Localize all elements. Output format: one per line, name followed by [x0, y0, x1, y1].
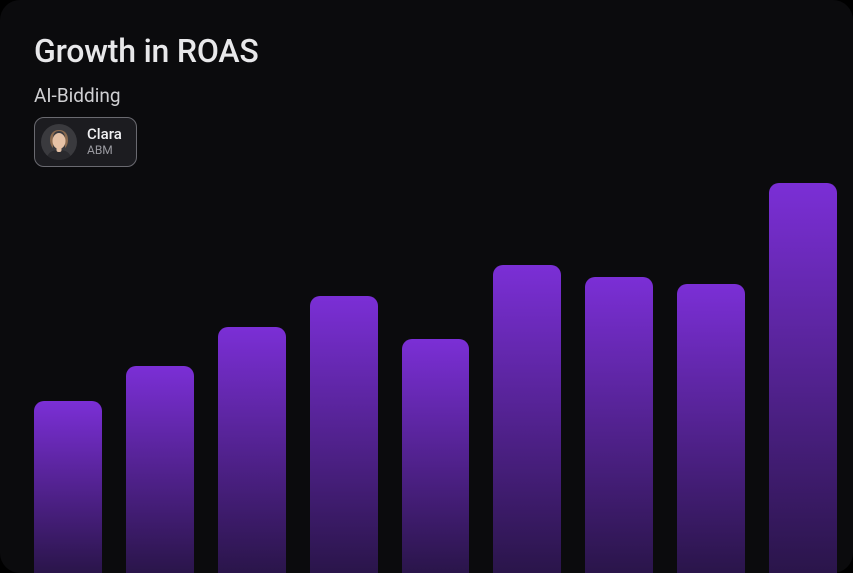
user-role: ABM — [87, 144, 122, 158]
avatar-icon — [41, 124, 77, 160]
user-name: Clara — [87, 126, 122, 143]
chart-bar — [218, 327, 286, 573]
bar-chart — [34, 183, 837, 573]
card-subtitle: AI-Bidding — [34, 84, 819, 107]
chart-bar — [402, 339, 470, 573]
chart-bar — [585, 277, 653, 573]
avatar — [41, 124, 77, 160]
chart-bar — [310, 296, 378, 573]
chart-bar — [34, 401, 102, 573]
user-text: Clara ABM — [87, 126, 122, 157]
chart-card: Growth in ROAS AI-Bidding Clara ABM — [0, 0, 853, 573]
chart-bar — [126, 366, 194, 573]
chart-bar — [493, 265, 561, 573]
chart-bar — [769, 183, 837, 573]
chart-bar — [677, 284, 745, 573]
card-title: Growth in ROAS — [34, 32, 819, 70]
user-chip[interactable]: Clara ABM — [34, 117, 137, 167]
